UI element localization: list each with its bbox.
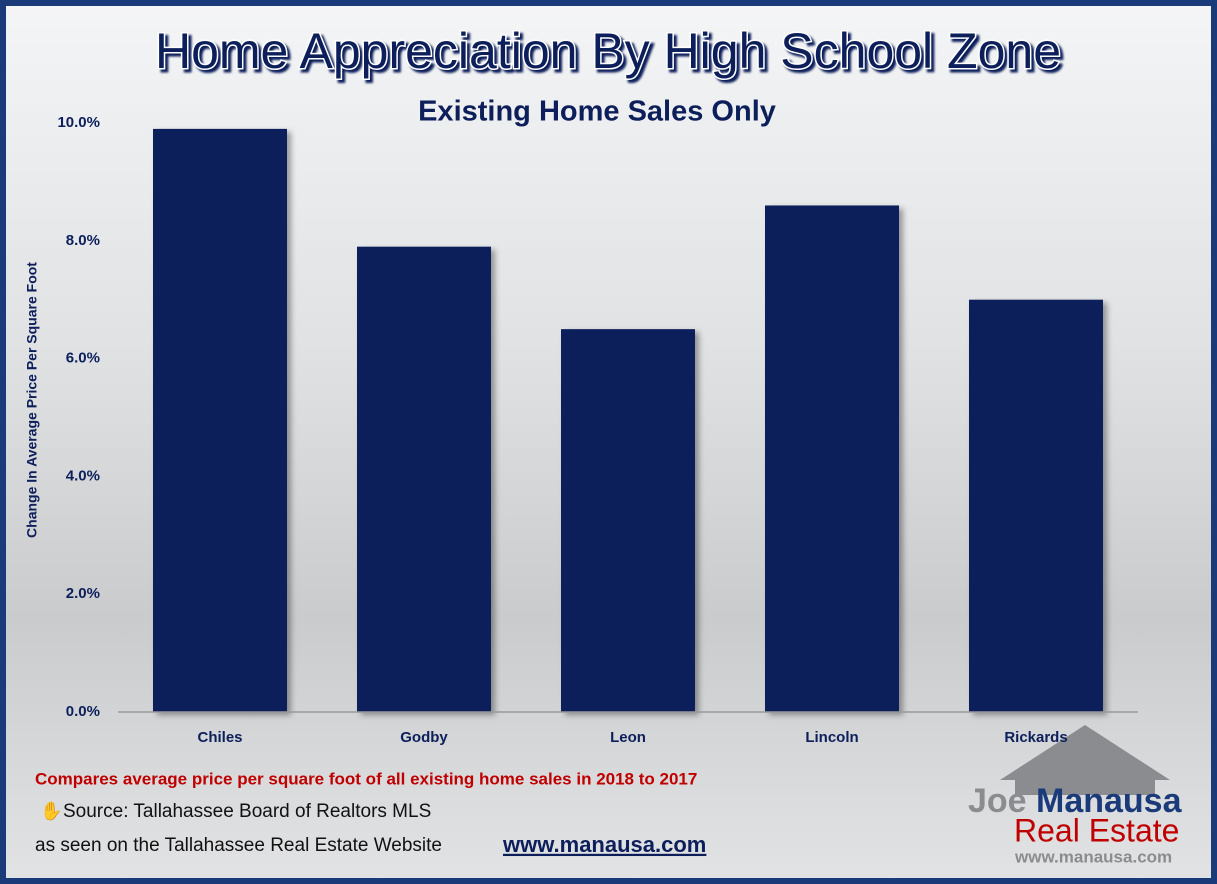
chart-title: Home Appreciation By High School Zone bbox=[155, 23, 1061, 79]
bar bbox=[969, 299, 1103, 712]
source: Source: Tallahassee Board of Realtors ML… bbox=[63, 801, 431, 822]
bar bbox=[561, 329, 695, 712]
logo-first: Joe bbox=[968, 782, 1027, 820]
bar bbox=[765, 205, 899, 712]
logo-line2: Real Estate bbox=[1014, 812, 1179, 848]
logo-url: www.manausa.com bbox=[1014, 847, 1172, 866]
chart-subtitle: Existing Home Sales Only bbox=[418, 96, 776, 128]
logo-last: Manausa bbox=[1036, 782, 1183, 820]
seen-on: as seen on the Tallahassee Real Estate W… bbox=[35, 835, 442, 856]
logo-house bbox=[1000, 725, 1170, 795]
y-tick-label: 8.0% bbox=[66, 232, 100, 249]
bar bbox=[357, 246, 491, 712]
y-tick-label: 0.0% bbox=[66, 703, 100, 720]
x-tick-label: Godby bbox=[400, 729, 448, 746]
hand-icon: ✋ bbox=[40, 800, 62, 821]
bar bbox=[153, 128, 287, 712]
url[interactable]: www.manausa.com bbox=[502, 832, 706, 857]
y-tick-label: 10.0% bbox=[57, 114, 100, 131]
y-tick-label: 6.0% bbox=[66, 350, 100, 367]
x-tick-label: Chiles bbox=[197, 729, 242, 746]
y-tick-label: 4.0% bbox=[66, 467, 100, 484]
y-tick-label: 2.0% bbox=[66, 585, 100, 602]
x-tick-label: Rickards bbox=[1004, 729, 1067, 746]
x-tick-label: Leon bbox=[610, 729, 646, 746]
y-axis-label: Change In Average Price Per Square Foot bbox=[24, 262, 40, 538]
note: Compares average price per square foot o… bbox=[35, 769, 697, 788]
x-tick-label: Lincoln bbox=[805, 729, 858, 746]
